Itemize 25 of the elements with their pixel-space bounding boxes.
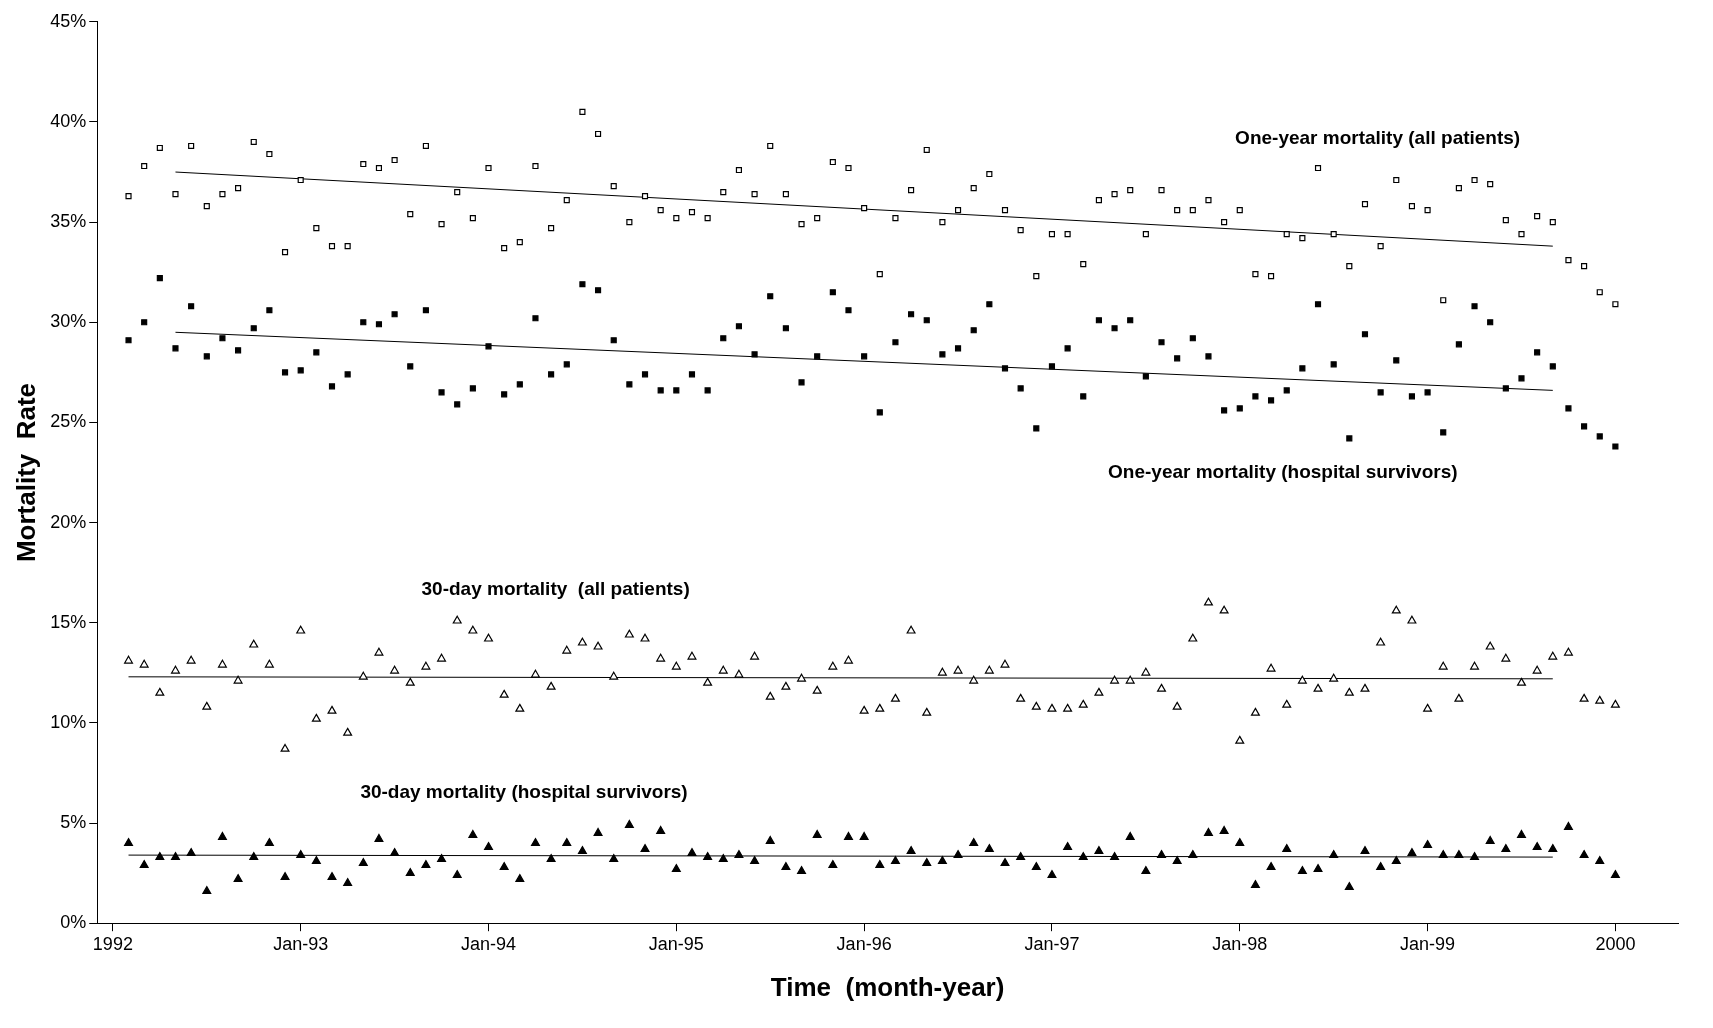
- y-tick-label: 15%: [50, 611, 87, 632]
- y-tick-label: 5%: [60, 812, 87, 833]
- text: One-year mortality (all patients): [1235, 127, 1521, 149]
- series-label: 30-day mortality (hospital survivors): [360, 780, 688, 802]
- y-tick-label: 45%: [50, 10, 87, 31]
- x-tick-label: Jan-96: [836, 933, 892, 954]
- x-tick-label: Jan-93: [273, 933, 329, 954]
- x-tick-label: Jan-97: [1024, 933, 1080, 954]
- x-axis-title: Time (month-year): [770, 971, 1005, 1002]
- y-axis-title: Mortality Rate: [10, 382, 41, 563]
- y-tick-label: 25%: [50, 411, 87, 432]
- x-tick-label: 2000: [1595, 933, 1636, 954]
- series-label: One-year mortality (hospital survivors): [1108, 460, 1458, 482]
- x-tick-label: 1992: [92, 933, 133, 954]
- y-tick-label: 35%: [50, 211, 87, 232]
- x-tick-label: Jan-95: [648, 933, 704, 954]
- y-tick-label: 20%: [50, 511, 87, 532]
- y-tick-label: 10%: [50, 711, 87, 732]
- y-tick-label: 40%: [50, 110, 87, 131]
- y-tick-label: 0%: [60, 912, 87, 933]
- text: 30-day mortality (all patients): [421, 577, 690, 599]
- x-tick-label: Jan-94: [460, 933, 517, 954]
- x-tick-label: Jan-98: [1212, 933, 1268, 954]
- y-tick-label: 30%: [50, 311, 87, 332]
- x-tick-label: Jan-99: [1400, 933, 1456, 954]
